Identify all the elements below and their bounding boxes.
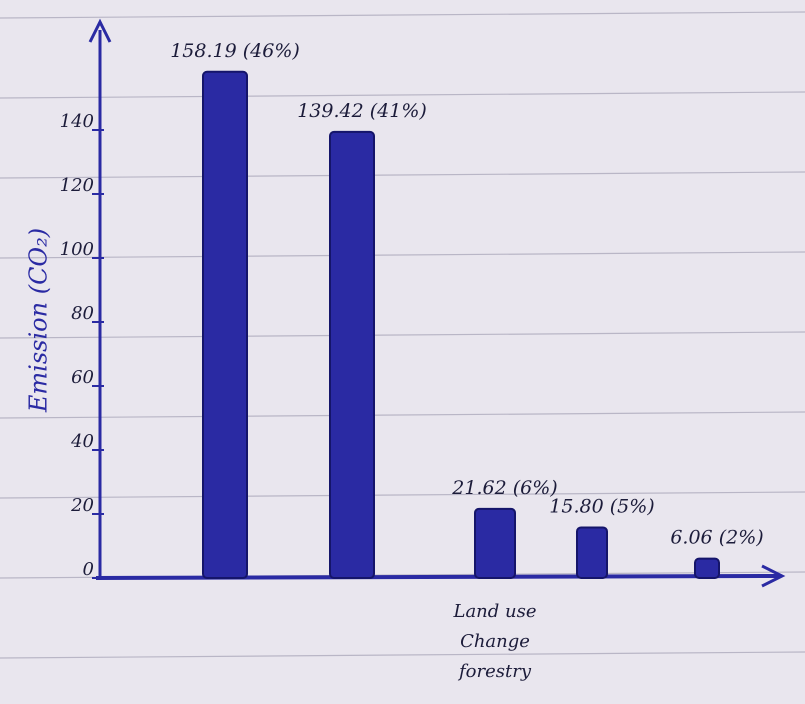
y-tick-label: 60 <box>71 367 94 388</box>
x-tick-label-line: Change <box>460 631 530 652</box>
bar <box>576 526 608 580</box>
y-axis-arrow <box>88 18 112 43</box>
y-tick-label: 40 <box>70 431 94 452</box>
y-tick-label: 0 <box>83 559 94 580</box>
value-label: 6.06 (2%) <box>670 527 763 549</box>
x-axis-arrow <box>761 564 786 588</box>
bar <box>474 507 516 580</box>
y-tick-label: 140 <box>60 111 94 132</box>
y-tick-label: 120 <box>60 175 94 196</box>
bar <box>202 70 248 580</box>
y-axis-label: Emission (CO₂) <box>25 228 53 413</box>
x-tick-label-line: forestry <box>457 661 532 682</box>
bar <box>329 130 375 580</box>
y-tick-label: 20 <box>70 495 94 516</box>
value-label: 139.42 (41%) <box>297 100 427 122</box>
y-tick-label: 80 <box>71 303 94 324</box>
x-tick-label: Land use Change forestry <box>452 601 536 682</box>
x-tick-label-line: Land use <box>452 601 536 622</box>
y-tick-label: 100 <box>60 239 94 260</box>
value-label: 21.62 (6%) <box>451 477 557 499</box>
value-label: 15.80 (5%) <box>549 495 654 517</box>
value-label: 158.19 (46%) <box>170 40 300 62</box>
paper-lines <box>0 11 805 659</box>
bar <box>694 557 720 579</box>
x-axis <box>95 574 781 580</box>
